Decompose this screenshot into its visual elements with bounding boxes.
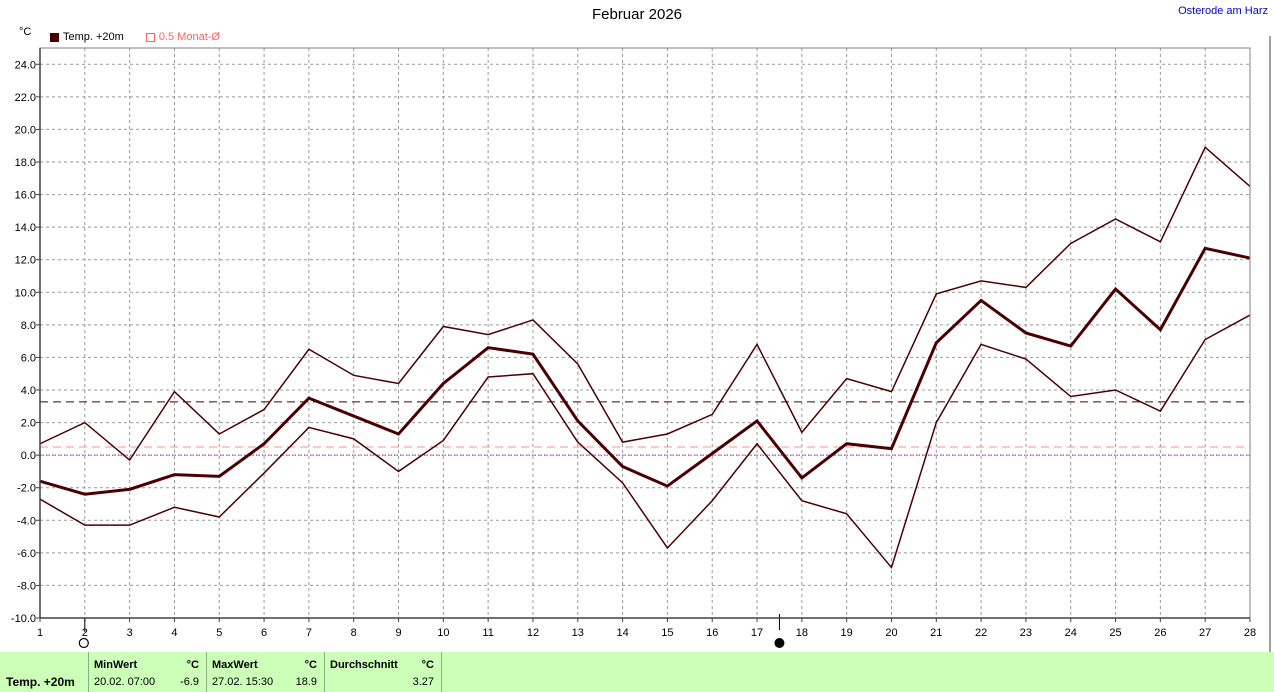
x-tick-label: 26 bbox=[1154, 627, 1166, 639]
avg-unit: °C bbox=[421, 659, 434, 671]
x-tick-label: 16 bbox=[706, 627, 718, 639]
y-tick-label: 4.0 bbox=[21, 385, 36, 397]
x-tick-label: 11 bbox=[482, 627, 493, 639]
chart-title: Februar 2026 bbox=[591, 6, 683, 23]
y-axis-unit: °C bbox=[19, 26, 32, 38]
axis-labels: -10.0 -8.0 -6.0 -4.0 -2.0 0.0 2.0 4.0 6.0 8.0 10.0… bbox=[11, 59, 1256, 649]
min-unit: °C bbox=[186, 659, 199, 671]
avg-value: 3.27 bbox=[412, 676, 434, 688]
plot-frame bbox=[39, 47, 1251, 619]
x-tick-label: 20 bbox=[885, 627, 897, 639]
y-tick-label: -4.0 bbox=[17, 515, 36, 527]
x-tick-label: 12 bbox=[527, 627, 539, 639]
location-link[interactable]: Osterode am Harz bbox=[1178, 5, 1268, 17]
y-tick-label: -6.0 bbox=[17, 548, 36, 560]
avg-header: Durchschnitt bbox=[330, 659, 398, 671]
y-tick-label: 8.0 bbox=[21, 320, 36, 332]
full-moon-icon bbox=[774, 638, 785, 648]
x-tick-label: 28 bbox=[1244, 627, 1256, 639]
y-tick-label: -2.0 bbox=[17, 483, 36, 495]
x-tick-label: 10 bbox=[437, 627, 449, 639]
x-tick-label: 13 bbox=[572, 627, 584, 639]
avg-stat-box: Durchschnitt °C 3.27 bbox=[324, 652, 442, 692]
max-stat-box: MaxWert °C 27.02. 15:30 18.9 bbox=[206, 652, 325, 692]
min-header: MinWert bbox=[94, 659, 138, 671]
y-tick-label: 22.0 bbox=[15, 92, 36, 104]
min-value: -6.9 bbox=[180, 676, 199, 688]
stats-footer: Temp. +20m MinWert °C 20.02. 07:00 -6.9 … bbox=[0, 652, 1274, 692]
legend: Temp. +20m 0.5 Monat-Ø bbox=[50, 31, 220, 43]
series-lines bbox=[39, 146, 1251, 570]
y-tick-label: 18.0 bbox=[15, 157, 36, 169]
x-tick-label: 23 bbox=[1020, 627, 1032, 639]
y-tick-label: -8.0 bbox=[17, 580, 36, 592]
y-tick-label: 0.0 bbox=[21, 450, 36, 462]
y-tick-label: 12.0 bbox=[15, 255, 36, 267]
x-tick-label: 24 bbox=[1065, 627, 1077, 639]
reference-lines bbox=[40, 401, 1250, 456]
x-tick-label: 5 bbox=[216, 627, 222, 639]
y-tick-label: 2.0 bbox=[21, 418, 36, 430]
y-tick-label: 24.0 bbox=[15, 59, 36, 71]
x-tick-label: 1 bbox=[37, 627, 43, 639]
y-tick-label: 10.0 bbox=[15, 287, 36, 299]
temperature-chart: -10.0 -8.0 -6.0 -4.0 -2.0 0.0 2.0 4.0 6.0 8.0 10.0… bbox=[11, 36, 1271, 652]
x-tick-label: 25 bbox=[1109, 627, 1121, 639]
legend-item-half-month-avg[interactable]: 0.5 Monat-Ø bbox=[145, 31, 220, 43]
series-line-min bbox=[39, 314, 1251, 570]
x-tick-label: 9 bbox=[395, 627, 401, 639]
x-tick-label: 22 bbox=[975, 627, 987, 639]
x-tick-label: 14 bbox=[616, 627, 628, 639]
x-tick-label: 21 bbox=[930, 627, 942, 639]
y-tick-label: -10.0 bbox=[11, 613, 36, 625]
min-stat-box: MinWert °C 20.02. 07:00 -6.9 bbox=[88, 652, 207, 692]
legend-label-avg: 0.5 Monat-Ø bbox=[158, 31, 220, 43]
series-line-max bbox=[39, 146, 1251, 462]
footer-divider bbox=[441, 652, 442, 692]
x-tick-label: 2 bbox=[82, 627, 88, 639]
x-tick-label: 17 bbox=[751, 627, 763, 639]
x-tick-label: 7 bbox=[306, 627, 312, 639]
max-unit: °C bbox=[304, 659, 317, 671]
legend-swatch-avg bbox=[145, 32, 155, 42]
y-tick-label: 6.0 bbox=[21, 352, 36, 364]
legend-label-temp: Temp. +20m bbox=[63, 31, 124, 43]
x-tick-label: 4 bbox=[171, 627, 177, 639]
x-tick-label: 3 bbox=[127, 627, 133, 639]
max-value: 18.9 bbox=[295, 676, 317, 688]
footer-series-label: Temp. +20m bbox=[6, 675, 75, 689]
x-tick-label: 8 bbox=[351, 627, 357, 639]
grid-layer bbox=[40, 48, 1250, 618]
x-tick-label: 19 bbox=[841, 627, 853, 639]
x-tick-label: 6 bbox=[261, 627, 267, 639]
x-tick-label: 18 bbox=[796, 627, 808, 639]
y-tick-label: 14.0 bbox=[15, 222, 36, 234]
x-tick-label: 15 bbox=[661, 627, 673, 639]
y-tick-label: 16.0 bbox=[15, 190, 36, 202]
min-datetime: 20.02. 07:00 bbox=[94, 676, 156, 688]
y-tick-label: 20.0 bbox=[15, 124, 36, 136]
max-datetime: 27.02. 15:30 bbox=[212, 676, 274, 688]
legend-item-temp[interactable]: Temp. +20m bbox=[50, 31, 124, 43]
new-moon-icon bbox=[78, 637, 89, 649]
legend-swatch-temp bbox=[50, 32, 59, 42]
series-line-mean bbox=[39, 246, 1251, 496]
max-header: MaxWert bbox=[212, 659, 258, 671]
x-tick-label: 27 bbox=[1199, 627, 1211, 639]
